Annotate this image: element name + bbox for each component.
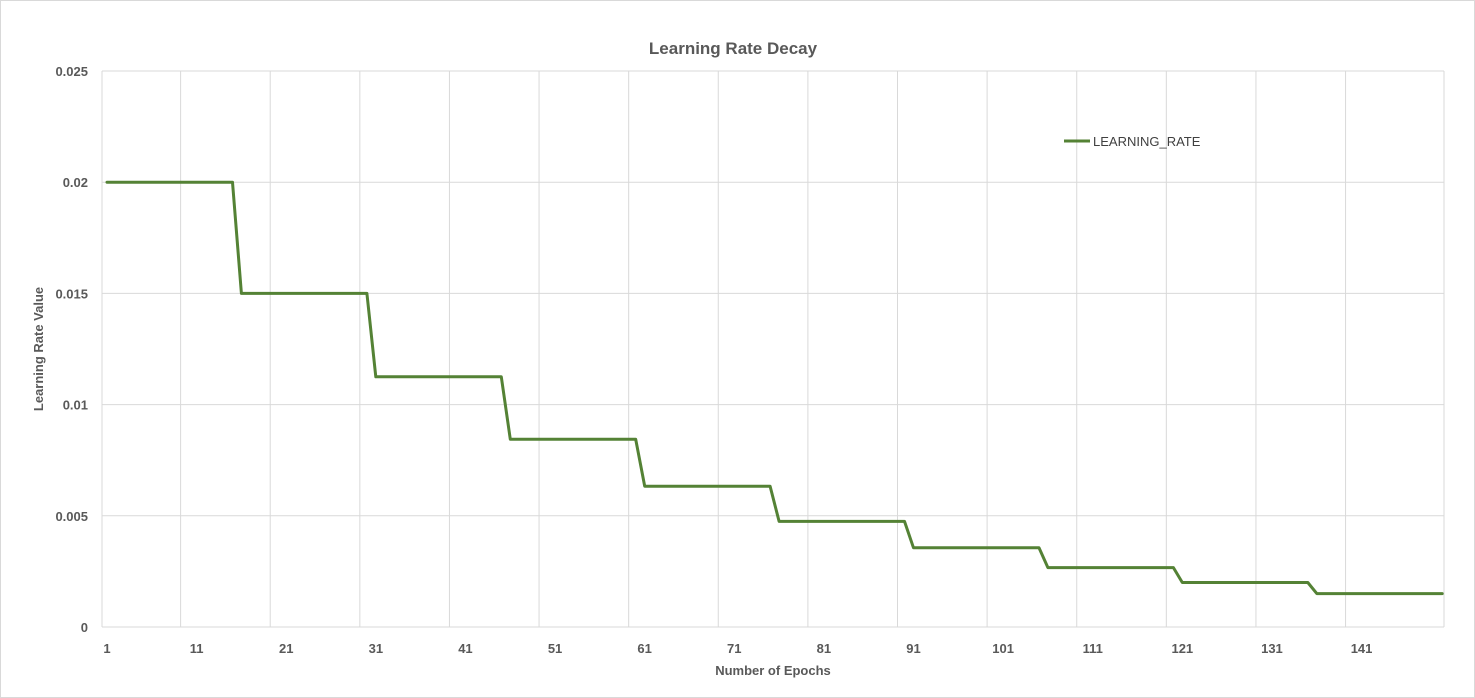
y-gridlines — [102, 70, 1444, 628]
y-tick-label: 0.005 — [55, 509, 88, 524]
x-tick-label: 61 — [637, 641, 651, 656]
y-axis-title: Learning Rate Value — [31, 287, 46, 411]
x-tick-label: 1 — [103, 641, 110, 656]
x-tick-label: 101 — [992, 641, 1014, 656]
x-tick-label: 21 — [279, 641, 293, 656]
y-tick-label: 0 — [81, 620, 88, 635]
x-tick-labels: 1 11 21 31 41 51 61 71 81 91 101 111 121 131 141 — [103, 641, 1372, 656]
series-layer — [105, 180, 1444, 596]
x-tick-label: 91 — [906, 641, 920, 656]
x-tick-label: 71 — [727, 641, 741, 656]
chart-title: Learning Rate Decay — [649, 39, 818, 58]
y-tick-labels: 0 0.005 0.01 0.015 0.02 0.025 — [55, 64, 88, 635]
y-tick-label: 0.015 — [55, 286, 88, 301]
y-tick-label: 0.025 — [55, 64, 88, 79]
x-tick-label: 141 — [1351, 641, 1373, 656]
x-tick-label: 31 — [369, 641, 383, 656]
x-tick-label: 81 — [817, 641, 831, 656]
legend-label-learning-rate: LEARNING_RATE — [1093, 134, 1201, 149]
x-tick-label: 11 — [190, 641, 204, 656]
x-tick-label: 121 — [1171, 641, 1193, 656]
series-line-learning-rate — [105, 180, 1444, 596]
legend: LEARNING_RATE — [1064, 134, 1201, 149]
y-tick-label: 0.02 — [63, 175, 88, 190]
x-gridlines — [101, 71, 1445, 627]
x-tick-label: 51 — [548, 641, 562, 656]
y-tick-label: 0.01 — [63, 398, 88, 413]
x-tick-label: 111 — [1083, 641, 1103, 656]
x-tick-label: 131 — [1261, 641, 1283, 656]
x-axis-title: Number of Epochs — [715, 663, 831, 678]
x-tick-label: 41 — [458, 641, 472, 656]
